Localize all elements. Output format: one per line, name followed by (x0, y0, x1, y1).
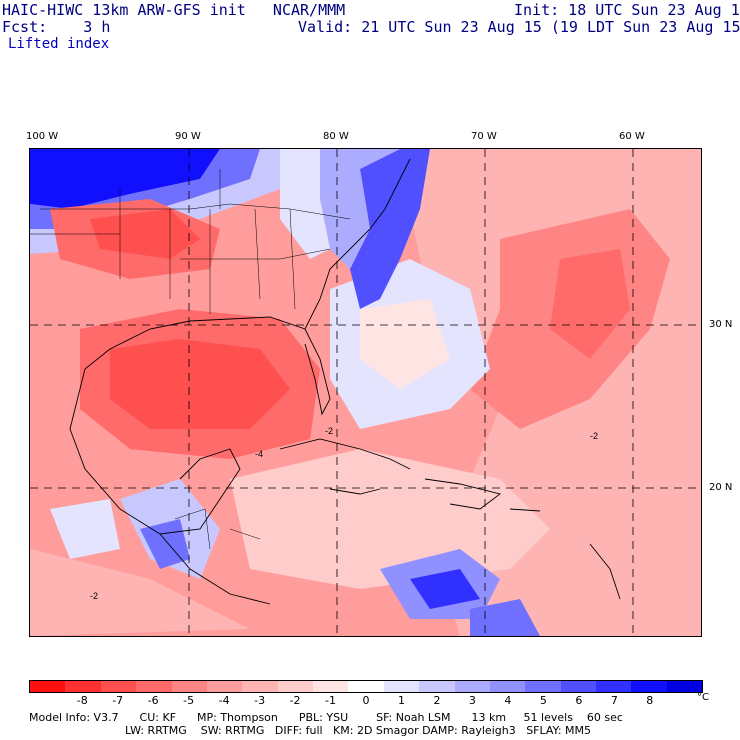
colorbar-swatch (136, 681, 172, 692)
valid-time: Valid: 21 UTC Sun 23 Aug 15 (19 LDT Sun … (298, 18, 740, 36)
colorbar-tick-label: 1 (397, 694, 405, 707)
lon-label-70w: 70 W (471, 131, 497, 142)
colorbar-swatch (454, 681, 490, 692)
lifted-index-map: -2 -2 -2 -4 (29, 148, 702, 637)
lon-label-90w: 90 W (175, 131, 201, 142)
colorbar-swatch (206, 681, 243, 692)
lat-label-30n: 30 N (709, 319, 733, 330)
colorbar (29, 680, 703, 693)
colorbar-swatch (560, 681, 596, 692)
lon-label-100w: 100 W (26, 131, 59, 142)
forecast-hour: Fcst: 3 h (2, 18, 111, 36)
colorbar-swatch (631, 681, 667, 692)
colorbar-swatch (489, 681, 526, 692)
colorbar-tick-label: 4 (504, 694, 512, 707)
lon-label-60w: 60 W (619, 131, 645, 142)
colorbar-swatch (348, 681, 384, 692)
colorbar-tick-label: -5 (183, 694, 195, 707)
colorbar-tick-label: -6 (147, 694, 159, 707)
colorbar-swatch (419, 681, 455, 692)
colorbar-swatch (100, 681, 137, 692)
contour-label: -2 (590, 431, 598, 441)
colorbar-swatch (596, 681, 632, 692)
init-time: Init: 18 UTC Sun 23 Aug 15 (514, 1, 740, 19)
colorbar-swatch (383, 681, 420, 692)
colorbar-swatch (666, 681, 703, 692)
colorbar-tick-label: 6 (575, 694, 583, 707)
lat-label-20n: 20 N (709, 482, 733, 493)
model-info-line2: LW: RRTMG SW: RRTMG DIFF: full KM: 2D Sm… (125, 724, 591, 737)
colorbar-swatch (30, 681, 66, 692)
lon-label-80w: 80 W (323, 131, 349, 142)
contour-label: -2 (325, 426, 333, 436)
contour-label: -4 (255, 449, 263, 459)
colorbar-unit: °C (697, 692, 709, 703)
colorbar-tick-label: 2 (433, 694, 441, 707)
colorbar-swatch (525, 681, 561, 692)
colorbar-swatch (242, 681, 278, 692)
colorbar-tick-label: -1 (325, 694, 336, 707)
colorbar-swatch (277, 681, 313, 692)
field-name: Lifted index (8, 36, 110, 52)
colorbar-tick-label: 5 (539, 694, 547, 707)
model-info-line1: Model Info: V3.7 CU: KF MP: Thompson PBL… (29, 711, 623, 724)
colorbar-swatch (313, 681, 349, 692)
colorbar-tick-label: 3 (468, 694, 476, 707)
colorbar-tick-label: -7 (112, 694, 124, 707)
colorbar-tick-label: -2 (289, 694, 301, 707)
colorbar-tick-label: -8 (76, 694, 88, 707)
colorbar-tick-label: 8 (646, 694, 654, 707)
colorbar-swatch (65, 681, 101, 692)
model-title: HAIC-HIWC 13km ARW-GFS init NCAR/MMM (2, 1, 346, 19)
colorbar-tick-label: -4 (218, 694, 230, 707)
colorbar-tick-label: 0 (362, 694, 370, 707)
contour-label: -2 (90, 591, 98, 601)
colorbar-swatch (171, 681, 207, 692)
colorbar-tick-label: -3 (254, 694, 266, 707)
colorbar-tick-label: 7 (610, 694, 618, 707)
